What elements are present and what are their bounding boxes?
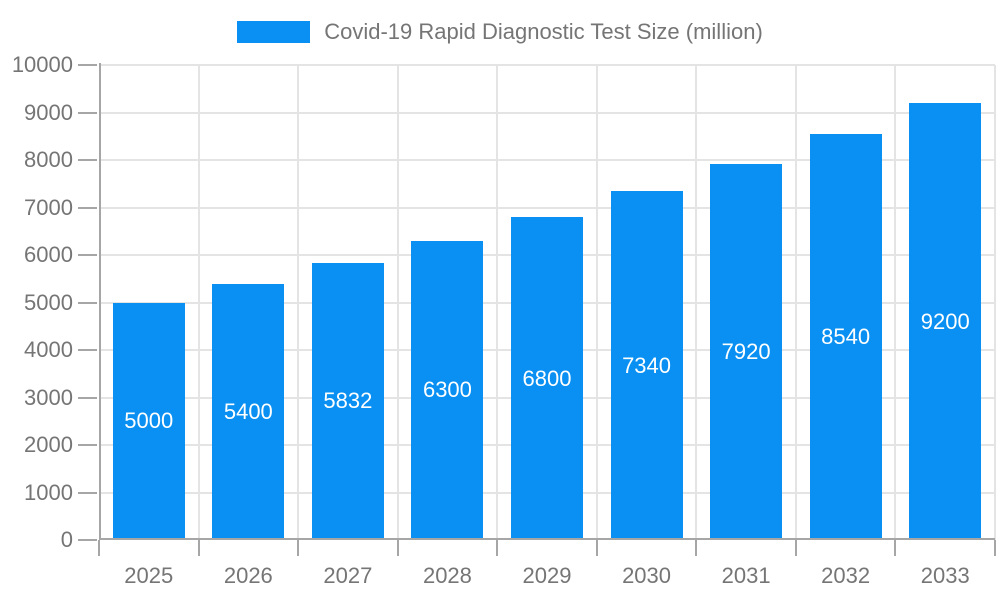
y-axis-tick-label: 10000 [11, 52, 73, 77]
x-axis-tick [297, 540, 300, 556]
plot-area: 0 1000 2000 3000 4000 5000 6000 7000 8000 9000 100… [12, 52, 996, 588]
y-axis-tick-label: 7000 [24, 194, 73, 220]
legend-series-label: Covid-19 Rapid Diagnostic Test Size (mil… [324, 19, 763, 44]
y-gridline [99, 159, 995, 161]
x-axis-tick-label: 2032 [821, 563, 871, 588]
bar-value-label: 9200 [920, 308, 970, 334]
bar-2029: 6800 [511, 217, 583, 540]
y-axis-tick [78, 301, 97, 304]
bar-2026: 5400 [212, 283, 285, 540]
y-axis-tick-label: 5000 [24, 289, 73, 315]
bar-2031: 7920 [710, 163, 783, 540]
x-gridline [894, 65, 897, 540]
y-axis-line [99, 63, 101, 540]
x-axis-tick [794, 540, 797, 556]
x-axis-tick [695, 540, 698, 556]
x-gridline [197, 65, 200, 540]
y-axis-tick-label: 0 [60, 527, 73, 552]
x-gridline [794, 65, 797, 540]
x-axis-tick-label: 2025 [124, 563, 174, 588]
x-axis-tick-label: 2029 [522, 563, 572, 588]
x-axis-tick-label: 2033 [920, 563, 970, 588]
x-axis-tick [994, 540, 996, 556]
x-axis-tick-label: 2027 [323, 563, 373, 588]
bar-value-label: 7920 [721, 338, 771, 364]
chart-legend[interactable]: Covid-19 Rapid Diagnostic Test Size (mil… [0, 20, 1000, 44]
x-axis-tick [894, 540, 897, 556]
y-axis-tick [78, 64, 97, 66]
y-gridline [99, 64, 995, 66]
y-axis-tick-label: 3000 [24, 384, 73, 410]
x-axis-tick [595, 540, 598, 556]
bar-value-label: 6800 [522, 365, 572, 391]
y-axis-tick-label: 1000 [24, 479, 73, 505]
x-axis-tick-label: 2026 [223, 563, 273, 588]
y-axis-tick [78, 491, 97, 494]
x-gridline [396, 65, 399, 540]
x-axis-tick [98, 540, 100, 556]
y-axis-tick [78, 396, 97, 399]
y-axis-tick [78, 159, 97, 161]
x-axis-tick-label: 2028 [422, 563, 472, 588]
x-axis-tick-label: 2030 [622, 563, 672, 588]
bar-2032: 8540 [809, 134, 882, 540]
bar-2033: 9200 [909, 103, 982, 540]
x-axis-line [99, 538, 995, 540]
bar-2030: 7340 [610, 191, 683, 540]
bar-value-label: 6300 [422, 377, 472, 403]
y-axis-tick-label: 4000 [24, 337, 73, 362]
y-axis-tick [78, 349, 97, 351]
x-gridline [595, 65, 598, 540]
y-axis-tick-label: 9000 [24, 99, 73, 125]
x-axis-tick [197, 540, 200, 556]
bar-value-label: 5832 [323, 388, 373, 414]
bar-value-label: 5000 [124, 408, 174, 434]
x-gridline [695, 65, 698, 540]
x-axis-tick [396, 540, 399, 556]
bar-value-label: 8540 [821, 324, 871, 350]
legend-swatch [237, 21, 311, 43]
x-gridline [994, 65, 996, 540]
y-axis-tick [78, 444, 97, 446]
y-gridline [99, 206, 995, 209]
x-gridline [297, 65, 300, 540]
bar-2028: 6300 [411, 240, 484, 540]
y-axis-tick-label: 8000 [24, 147, 73, 172]
x-axis-tick-label: 2031 [721, 563, 771, 588]
bar-2025: 5000 [112, 302, 185, 540]
y-axis-tick [78, 206, 97, 209]
y-axis-tick-label: 2000 [24, 432, 73, 457]
y-gridline [99, 111, 995, 114]
bar-value-label: 5400 [223, 398, 273, 424]
bar-2027: 5832 [311, 262, 384, 540]
y-axis-tick [78, 539, 97, 541]
bar-value-label: 7340 [622, 352, 672, 378]
x-axis-tick [496, 540, 499, 556]
y-axis-tick [78, 111, 97, 114]
y-axis-tick-label: 6000 [24, 242, 73, 267]
x-gridline [496, 65, 499, 540]
y-axis-tick [78, 254, 97, 256]
